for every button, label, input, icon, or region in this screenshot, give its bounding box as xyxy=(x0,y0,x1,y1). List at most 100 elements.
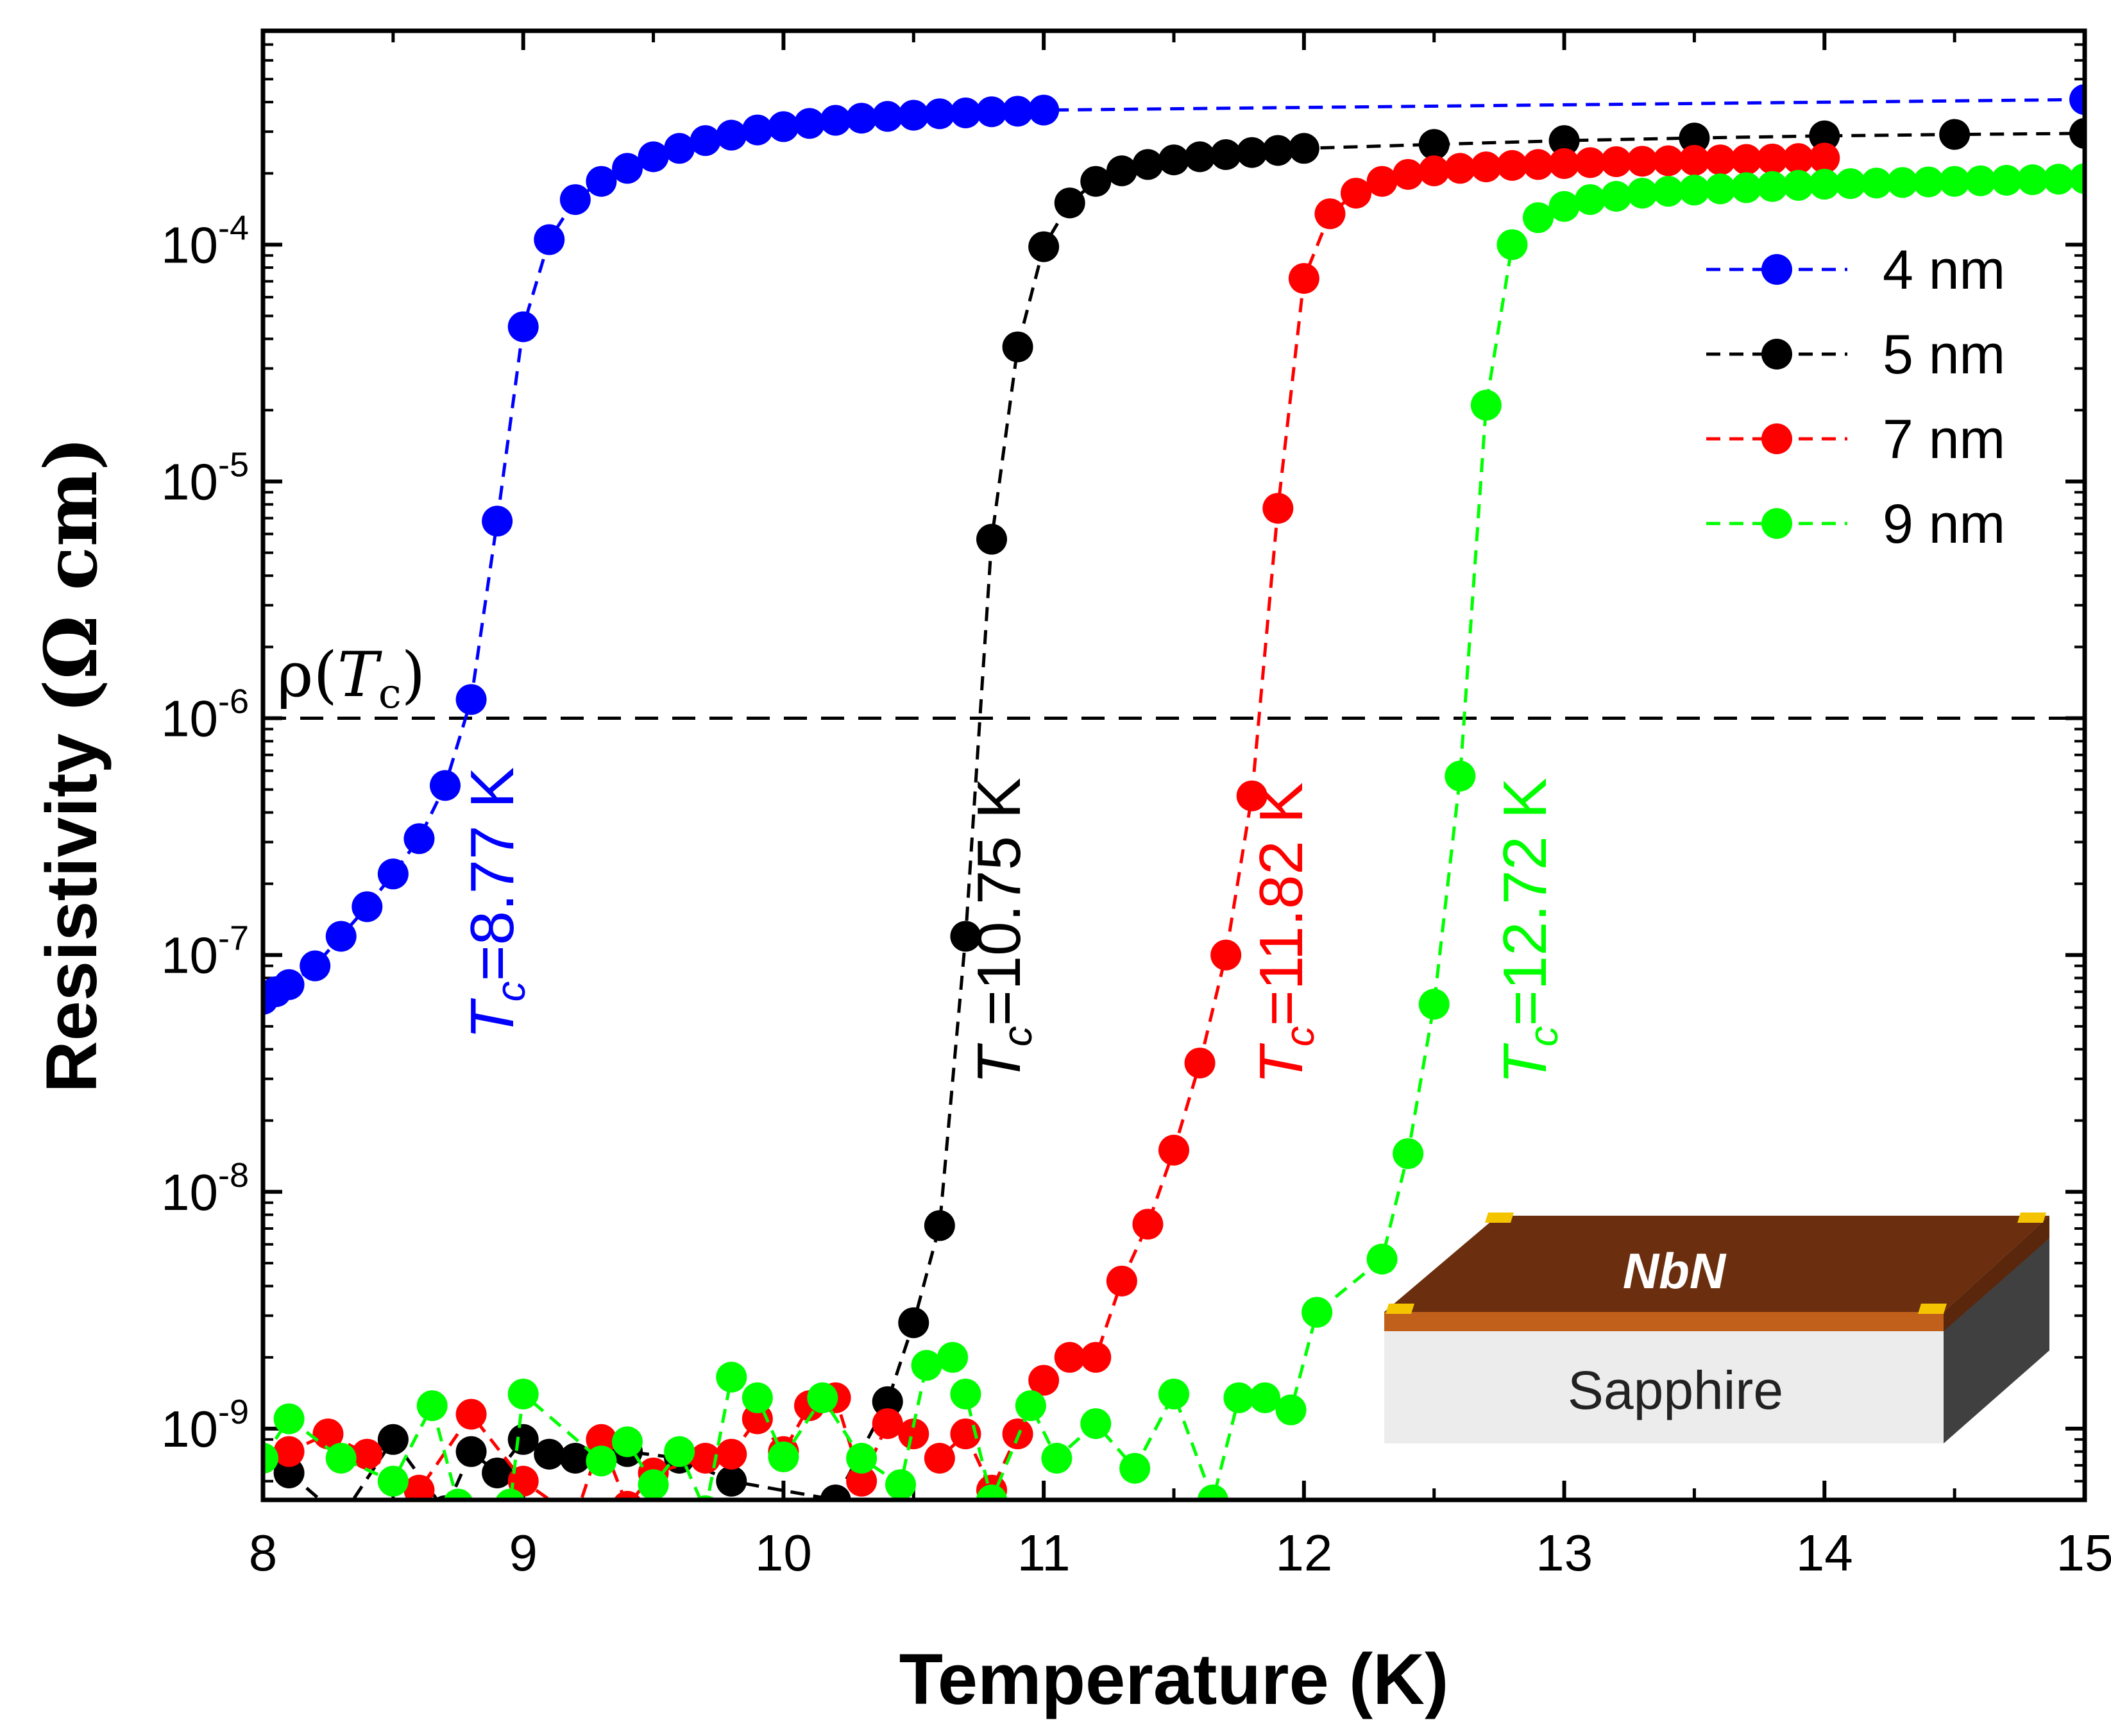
data-point xyxy=(1887,167,1918,198)
tc-label-7-nm: Tc=11.82 K xyxy=(1247,782,1323,1084)
data-point xyxy=(1991,164,2022,196)
data-point xyxy=(872,1408,903,1440)
data-point xyxy=(1679,174,1710,206)
data-point xyxy=(1262,493,1294,524)
data-point xyxy=(1236,137,1267,168)
data-point xyxy=(1835,168,1866,200)
data-point xyxy=(1861,167,1892,199)
contact-pad-front-left xyxy=(1386,1304,1414,1314)
data-point xyxy=(1028,231,1060,262)
data-point xyxy=(1627,178,1658,209)
data-point xyxy=(507,311,539,343)
data-point xyxy=(1158,144,1189,176)
data-point xyxy=(612,1426,643,1458)
inset-substrate-label: Sapphire xyxy=(1568,1360,1783,1420)
data-point xyxy=(1913,166,1944,198)
data-point xyxy=(1705,144,1736,176)
data-point xyxy=(716,1361,747,1393)
data-point xyxy=(586,1445,617,1477)
data-point xyxy=(1002,96,1033,127)
data-point xyxy=(1366,1243,1398,1275)
substrate-front xyxy=(1384,1331,1944,1443)
data-point xyxy=(1418,989,1450,1020)
data-point xyxy=(559,184,591,216)
data-point xyxy=(1393,1138,1424,1170)
data-point xyxy=(312,1418,344,1450)
series-line xyxy=(287,132,2085,1500)
data-point xyxy=(1600,146,1632,178)
y-tick-label: 10-6 xyxy=(161,683,249,747)
legend-label: 4 nm xyxy=(1883,239,2005,301)
contact-pad-front-right xyxy=(1918,1304,1947,1314)
data-point xyxy=(559,1443,591,1474)
data-point xyxy=(2017,164,2048,196)
data-point xyxy=(1470,389,1502,421)
data-point xyxy=(534,1438,565,1470)
x-tick-label: 14 xyxy=(1796,1524,1853,1581)
data-point xyxy=(1158,1134,1189,1166)
data-point xyxy=(690,125,721,157)
data-point xyxy=(377,1424,409,1455)
data-point xyxy=(507,1424,539,1455)
x-axis-title: Temperature (K) xyxy=(899,1639,1449,1719)
data-point xyxy=(430,770,461,801)
film-side-edge xyxy=(1944,1216,2049,1331)
data-point xyxy=(1575,147,1606,178)
data-point xyxy=(2069,163,2085,194)
data-point xyxy=(1197,1485,1228,1500)
data-point xyxy=(1288,262,1319,294)
data-point xyxy=(872,1386,903,1417)
data-point xyxy=(1223,1382,1255,1413)
series-4-nm xyxy=(263,84,2085,1015)
data-point xyxy=(716,119,747,151)
data-point xyxy=(1679,123,1710,154)
film-top xyxy=(1384,1216,2049,1312)
data-point xyxy=(1783,143,1814,174)
data-point xyxy=(1965,165,1996,196)
data-point xyxy=(455,684,487,715)
data-point xyxy=(794,108,825,139)
data-point xyxy=(1496,229,1528,260)
legend-item: 7 nm xyxy=(1706,409,2005,470)
data-point xyxy=(1132,1209,1164,1240)
data-point xyxy=(924,1210,955,1241)
data-point xyxy=(742,114,773,146)
data-point xyxy=(1184,1047,1216,1078)
data-point xyxy=(846,103,877,134)
data-point xyxy=(377,1465,409,1497)
series-group xyxy=(263,84,2085,1500)
data-point xyxy=(924,1443,955,1474)
y-axis-title: Resistivity (Ω cm) xyxy=(30,437,114,1093)
data-point xyxy=(1106,155,1137,187)
data-point xyxy=(1757,143,1788,174)
reference-line-label: ρ(Tc) xyxy=(277,639,425,718)
data-point xyxy=(1418,129,1450,160)
data-point xyxy=(443,1488,473,1500)
data-point xyxy=(586,166,617,197)
data-point xyxy=(2069,117,2085,149)
data-point xyxy=(638,1469,669,1500)
data-point xyxy=(1809,169,1840,200)
data-point xyxy=(482,1457,513,1488)
data-point xyxy=(664,1436,695,1467)
substrate-side xyxy=(1944,1238,2049,1443)
data-point xyxy=(2043,164,2074,195)
data-point xyxy=(872,101,903,132)
y-tick-label: 10-9 xyxy=(161,1393,249,1458)
data-point xyxy=(263,1443,278,1474)
data-point xyxy=(1809,120,1840,151)
y-tick-label: 10-4 xyxy=(161,208,249,273)
data-point xyxy=(820,105,851,136)
data-point xyxy=(1575,184,1606,216)
data-point xyxy=(1652,145,1684,176)
data-point xyxy=(612,153,643,184)
x-tick-label: 15 xyxy=(2056,1524,2111,1581)
legend-label: 9 nm xyxy=(1883,493,2005,555)
data-point xyxy=(924,98,955,130)
data-point xyxy=(1731,172,1762,203)
legend-item: 4 nm xyxy=(1706,239,2005,301)
data-point xyxy=(1236,780,1267,812)
plot-frame xyxy=(260,28,2087,1502)
data-point xyxy=(807,1382,838,1413)
data-point xyxy=(1054,187,1085,219)
